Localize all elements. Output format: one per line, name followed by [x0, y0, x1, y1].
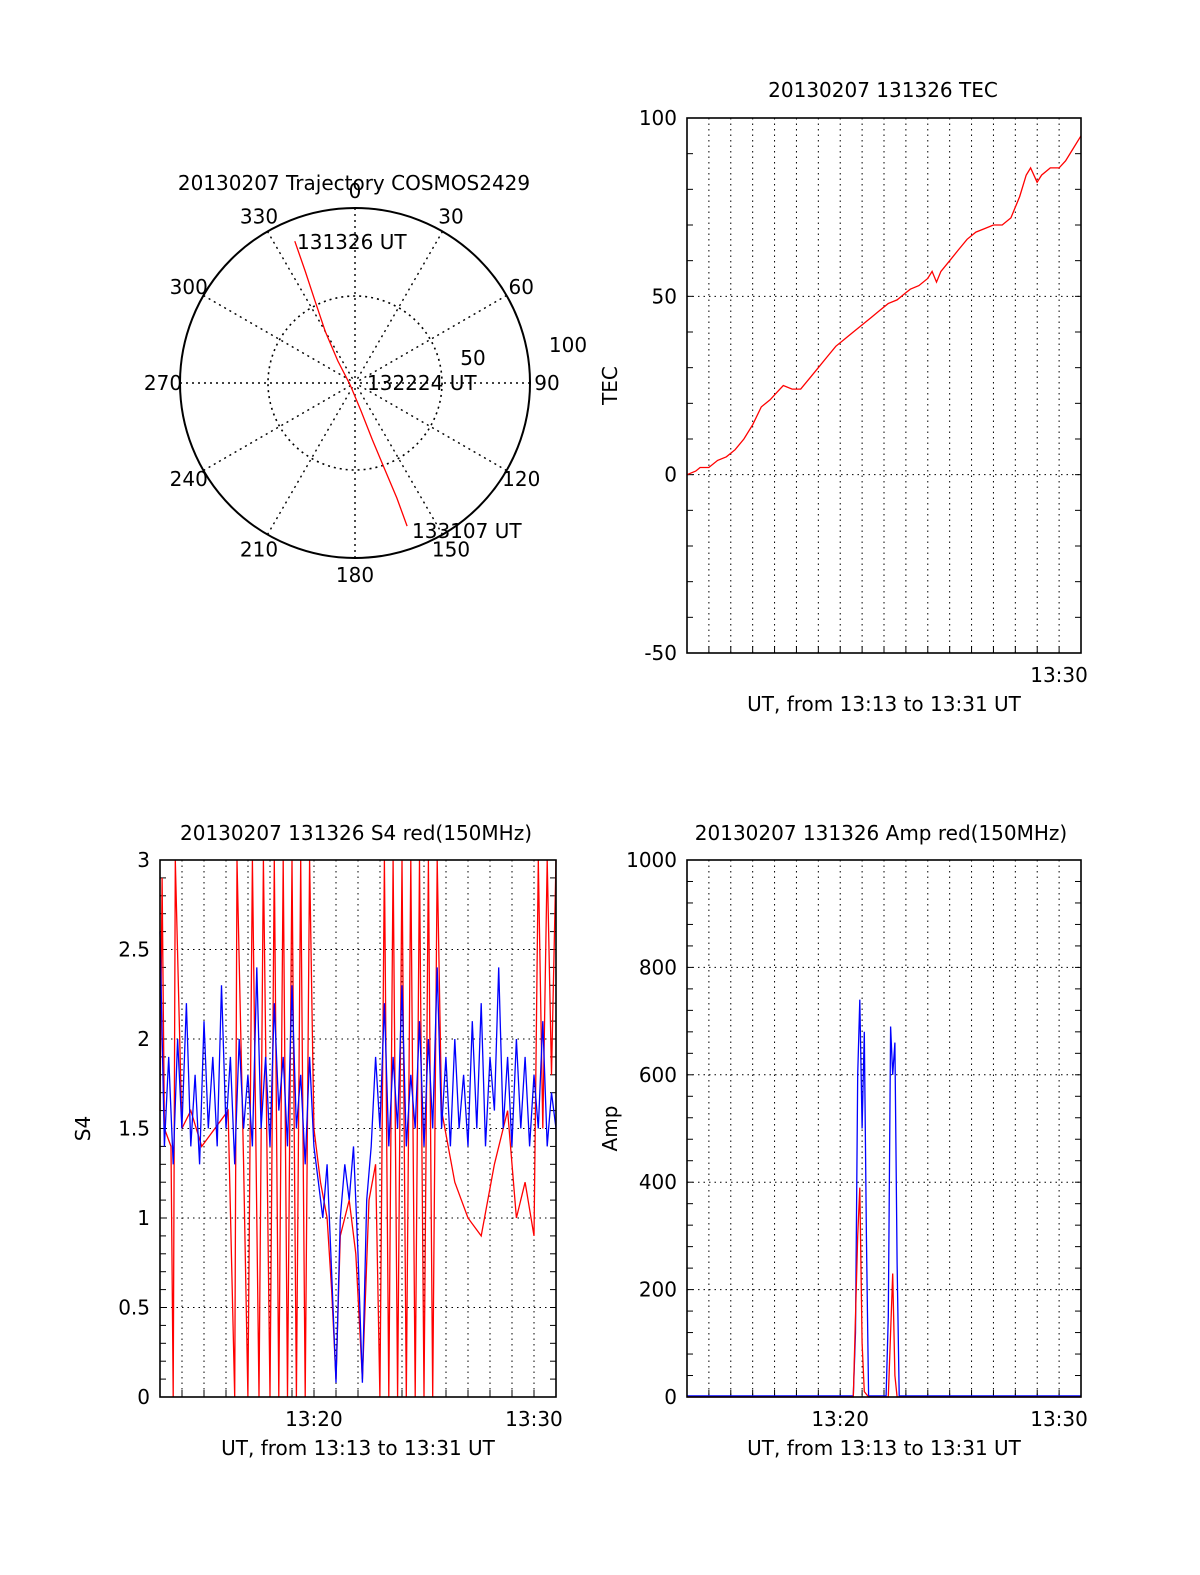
s4-y-tick-label: 1: [137, 1206, 150, 1230]
s4-y-tick-label: 0: [137, 1385, 150, 1409]
s4-plot-frame: [159, 859, 557, 1398]
amp-x-tick-labels: 13:20 13:30: [811, 1407, 1088, 1431]
s4-x-tick-labels: 13:20 13:30: [285, 1407, 563, 1431]
polar-radial-label-100: 100: [549, 333, 587, 357]
polar-start-label: 131326 UT: [297, 230, 407, 254]
amp-y-axis-label: Amp: [598, 1106, 622, 1152]
amp-grid: [687, 860, 1081, 1397]
tec-series: [686, 135, 1082, 476]
polar-title: 20130207 Trajectory COSMOS2429: [178, 171, 530, 195]
s4-title: 20130207 131326 S4 red(150MHz): [180, 821, 532, 845]
polar-angle-label: 30: [438, 205, 463, 229]
polar-angle-label: 60: [509, 275, 534, 299]
s4-y-axis-label: S4: [71, 1116, 95, 1141]
s4-y-tick-label: 0.5: [118, 1296, 150, 1320]
polar-spoke-150: [266, 231, 444, 535]
tec-series-line-0: [686, 135, 1082, 476]
amp-y-tick-label: 0: [664, 1385, 677, 1409]
tec-panel: 20130207 131326 TEC -50 0 50 100 13:30 UT, …: [598, 78, 1088, 716]
amp-y-tick-label: 400: [639, 1170, 677, 1194]
polar-angle-label: 240: [170, 467, 208, 491]
amp-y-tick-labels: 0 200 400 600 800 1000: [626, 848, 677, 1409]
polar-angle-label: 150: [432, 537, 470, 561]
polar-trajectory-panel: 20130207 Trajectory COSMOS2429 0 30 60 90 12…: [144, 171, 587, 587]
tec-y-tick-label: 100: [639, 106, 677, 130]
s4-panel: 20130207 131326 S4 red(150MHz) 0 0.5 1 1.5 2…: [71, 821, 563, 1460]
s4-x-tick-label: 13:20: [285, 1407, 343, 1431]
amp-x-axis-label: UT, from 13:13 to 13:31 UT: [747, 1436, 1022, 1460]
amp-y-tick-label: 200: [639, 1278, 677, 1302]
s4-y-tick-label: 2: [137, 1027, 150, 1051]
tec-grid: [687, 118, 1081, 653]
tec-y-axis-label: TEC: [598, 366, 622, 406]
s4-y-tick-labels: 0 0.5 1 1.5 2 2.5 3: [118, 848, 150, 1409]
polar-spokes: [180, 208, 530, 558]
polar-angle-label: 90: [534, 371, 559, 395]
polar-angle-labels: 0 30 60 90 120 150 180 210 240 270 300 330: [144, 179, 560, 587]
amp-x-tick-label: 13:20: [811, 1407, 869, 1431]
s4-x-axis-label: UT, from 13:13 to 13:31 UT: [221, 1436, 496, 1460]
polar-end-label: 133107 UT: [412, 519, 522, 543]
s4-y-tick-label: 2.5: [118, 938, 150, 962]
amp-y-tick-label: 600: [639, 1063, 677, 1087]
s4-grid: [160, 860, 556, 1397]
polar-angle-label: 270: [144, 371, 182, 395]
s4-x-tick-label: 13:30: [505, 1407, 563, 1431]
polar-angle-label: 300: [170, 275, 208, 299]
tec-plot-frame: [686, 117, 1082, 654]
tec-title: 20130207 131326 TEC: [768, 78, 998, 102]
tec-y-tick-labels: -50 0 50 100: [639, 106, 677, 665]
amp-plot-frame: [686, 859, 1082, 1398]
tec-y-tick-label: -50: [644, 641, 677, 665]
polar-angle-label: 180: [336, 563, 374, 587]
tec-x-tick-label: 13:30: [1030, 663, 1088, 687]
amp-series-line-0: [687, 999, 1081, 1397]
tec-x-axis-label: UT, from 13:13 to 13:31 UT: [747, 692, 1022, 716]
amp-minor-ticks: [687, 859, 1081, 1398]
tec-minor-ticks: [687, 117, 1081, 654]
amp-y-tick-label: 800: [639, 955, 677, 979]
polar-track-line: [294, 240, 408, 527]
polar-angle-label: 330: [240, 205, 278, 229]
s4-y-tick-label: 3: [137, 848, 150, 872]
s4-series-line-1: [159, 931, 557, 1383]
amp-y-tick-label: 1000: [626, 848, 677, 872]
amp-x-tick-label: 13:30: [1030, 1407, 1088, 1431]
s4-y-tick-label: 1.5: [118, 1117, 150, 1141]
tec-y-tick-label: 0: [664, 463, 677, 487]
amp-title: 20130207 131326 Amp red(150MHz): [695, 821, 1067, 845]
polar-angle-label: 120: [502, 467, 540, 491]
polar-angle-label: 210: [240, 537, 278, 561]
polar-inner-circle: [267, 295, 443, 471]
polar-mid-label: 132224 UT: [367, 371, 477, 395]
amp-series-line-1: [687, 1187, 1081, 1398]
amp-panel: 20130207 131326 Amp red(150MHz) 0 200 400 6…: [598, 821, 1088, 1460]
polar-angle-label: 0: [349, 179, 362, 203]
tec-y-tick-label: 50: [652, 284, 677, 308]
tec-x-tick-labels: 13:30: [1030, 663, 1088, 687]
polar-radial-label-50: 50: [460, 346, 485, 370]
